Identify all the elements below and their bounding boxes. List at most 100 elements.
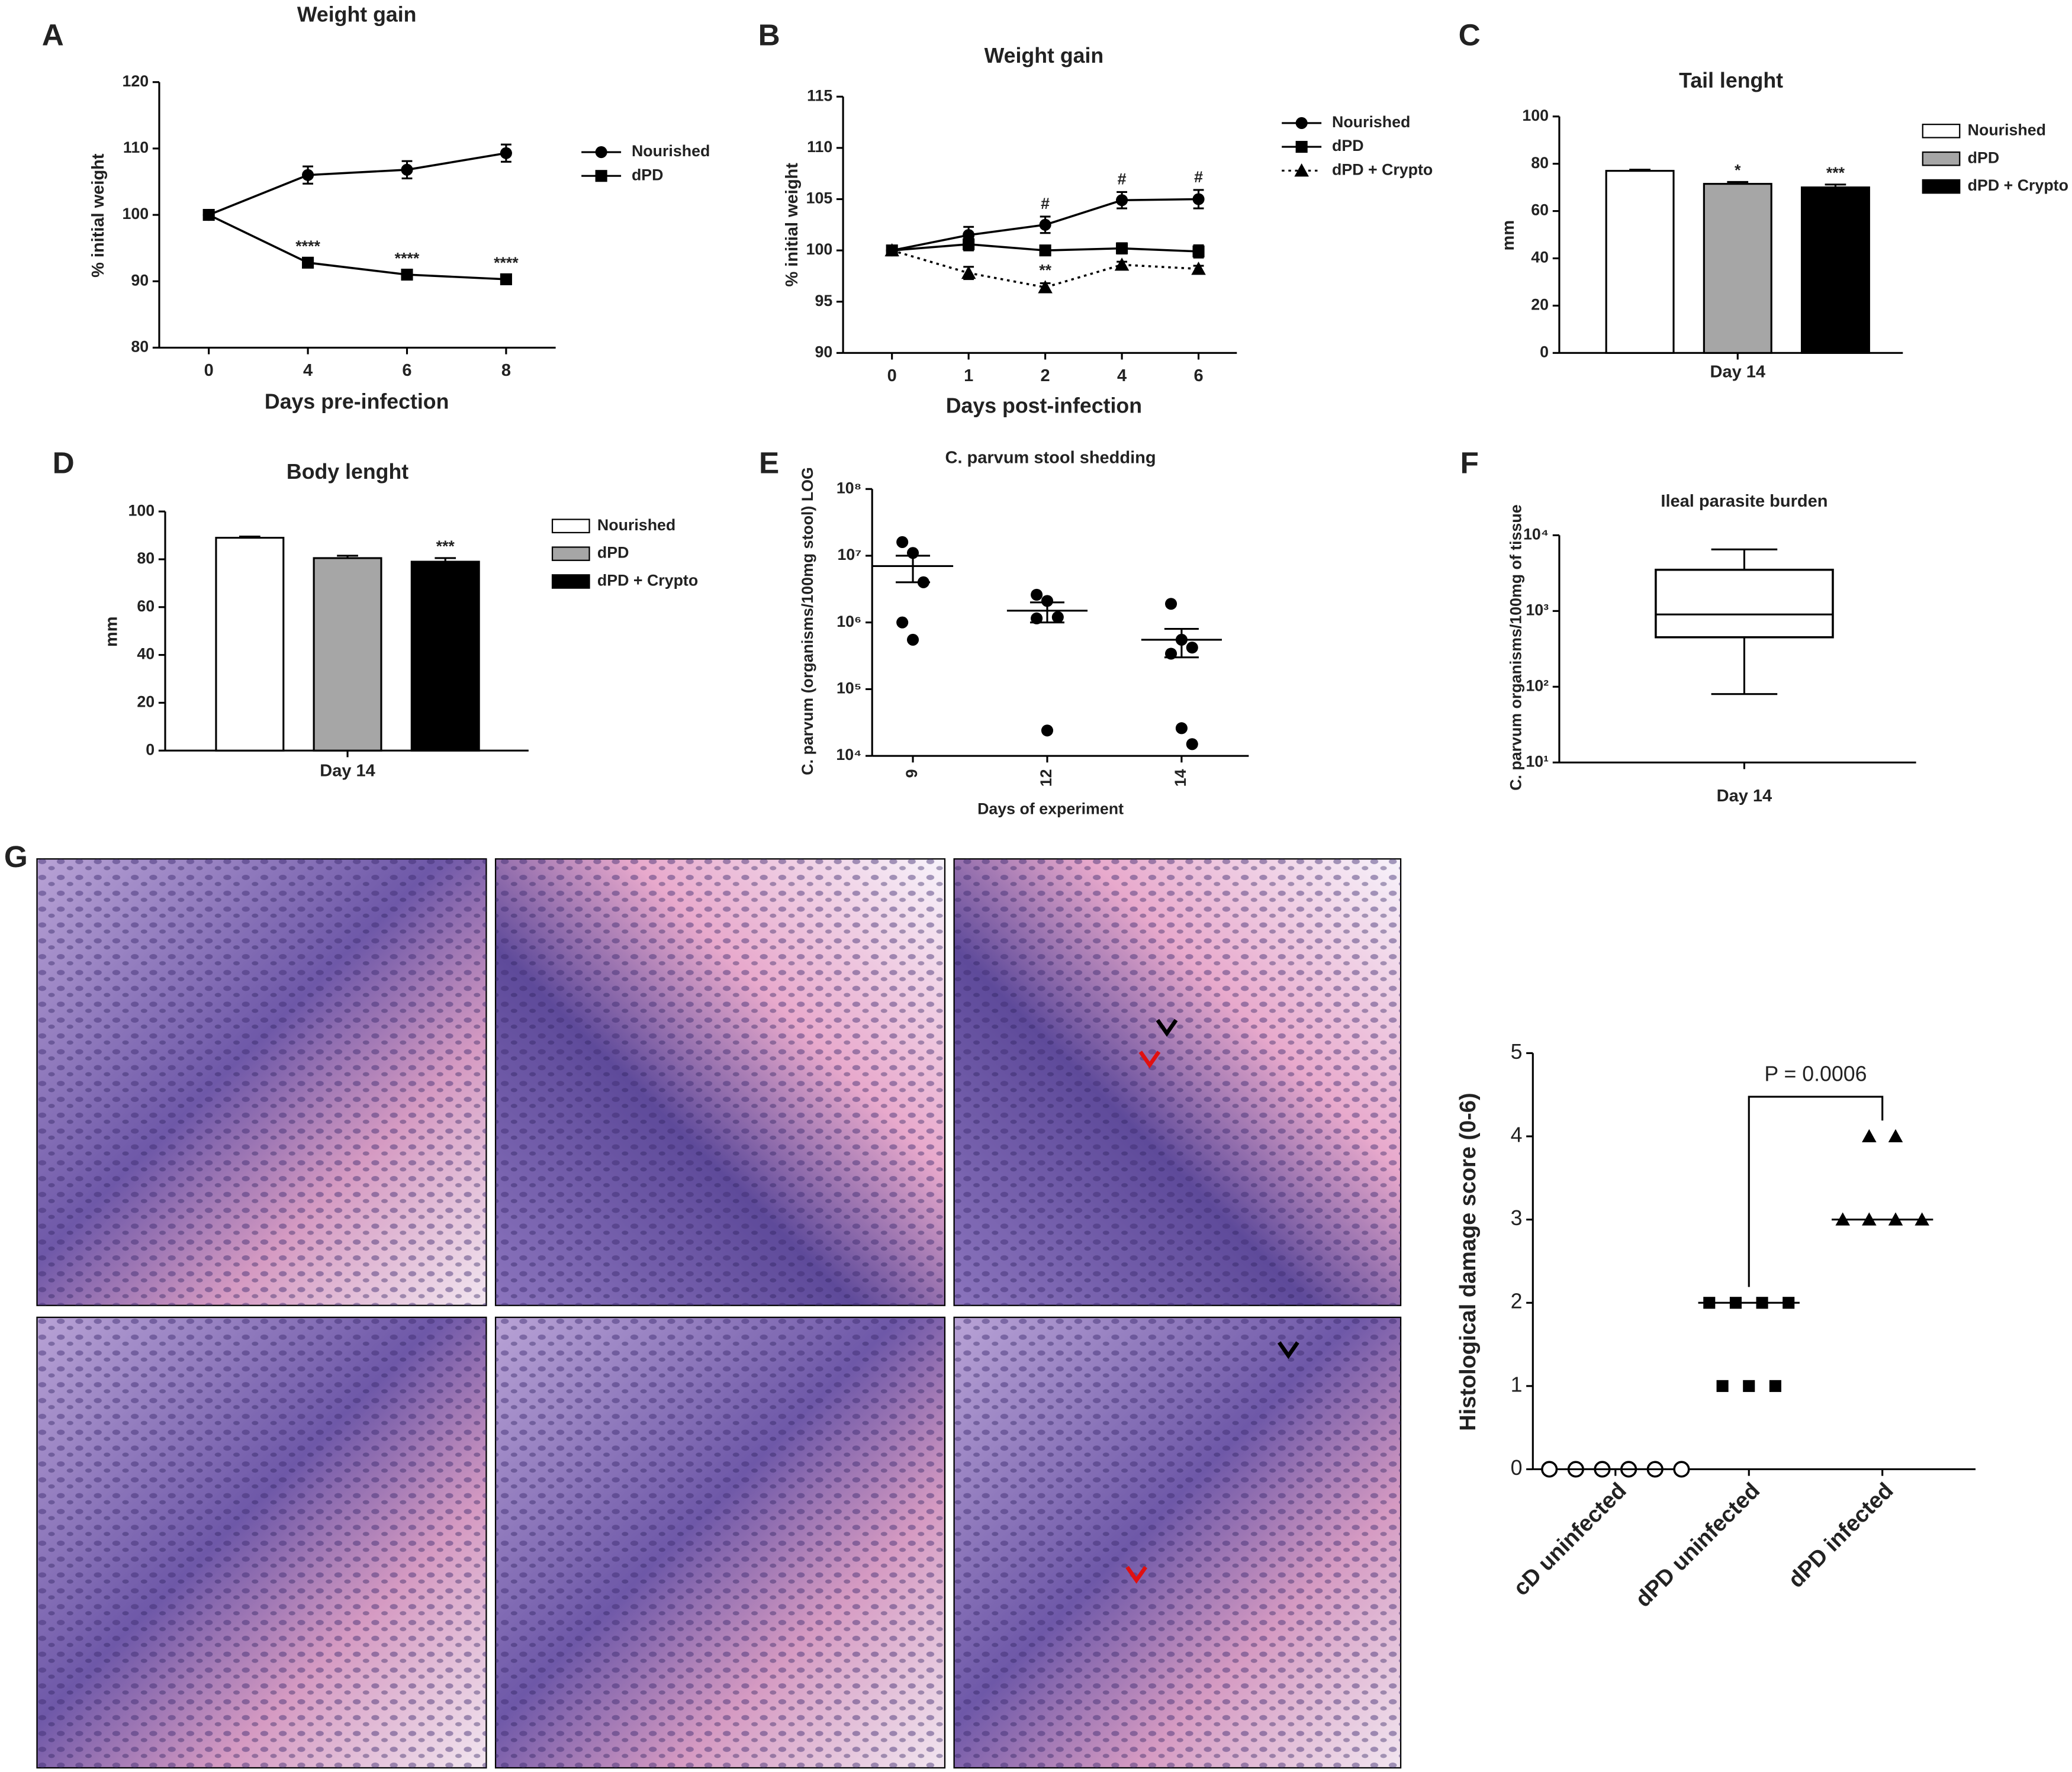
- arrowhead: [1277, 1341, 1299, 1359]
- y-tick-label: 105: [806, 189, 833, 207]
- bar: [1703, 183, 1772, 354]
- data-point: [896, 616, 909, 629]
- significance-label: ****: [295, 237, 320, 255]
- legend-marker: [1295, 141, 1308, 153]
- histology-texture: [496, 1317, 945, 1768]
- panel-letter: D: [53, 446, 75, 480]
- data-point: [963, 238, 975, 250]
- data-point: [1192, 193, 1205, 205]
- data-point: [896, 536, 909, 548]
- data-point: [500, 147, 512, 159]
- data-point: [302, 256, 314, 269]
- legend-label: dPD + Crypto: [597, 572, 698, 589]
- panel-letter: B: [758, 18, 780, 51]
- y-tick-label: 10⁶: [836, 613, 861, 630]
- y-tick-label: 100: [122, 205, 149, 223]
- y-tick-label: 20: [1531, 295, 1549, 313]
- data-point: [1041, 595, 1054, 607]
- y-tick-label: 90: [815, 343, 832, 360]
- x-tick-label: 12: [1037, 769, 1055, 787]
- y-tick-label: 10⁸: [836, 479, 861, 497]
- data-point: [961, 265, 976, 279]
- arrowhead: [1156, 1019, 1178, 1037]
- legend-label: dPD: [597, 544, 629, 562]
- legend-label: Nourished: [632, 142, 710, 160]
- significance-bracket: [1748, 1096, 1884, 1287]
- data-point: [906, 633, 919, 646]
- significance-label: ***: [436, 537, 455, 555]
- y-tick-label: 10⁷: [838, 546, 862, 563]
- x-tick-label: 14: [1172, 769, 1189, 787]
- y-tick-label: 40: [1531, 249, 1549, 266]
- y-axis-label: C. parvum organisms/100mg of tissue: [1507, 504, 1525, 790]
- chart-title: Weight gain: [984, 44, 1104, 67]
- data-point: [401, 268, 413, 281]
- data-point: [202, 209, 215, 221]
- y-tick-label: 80: [137, 549, 155, 567]
- legend-label: dPD: [1332, 137, 1364, 154]
- box: [1655, 568, 1834, 639]
- data-point: [1031, 588, 1043, 601]
- y-axis-label: Histological damage score (0-6): [1456, 1093, 1481, 1431]
- data-point: [1769, 1380, 1781, 1392]
- significance-label: #: [1194, 168, 1203, 186]
- data-point: [1716, 1380, 1729, 1392]
- y-tick-label: 20: [137, 692, 155, 710]
- y-tick-label: 5: [1511, 1040, 1523, 1064]
- y-tick-label: 40: [137, 645, 155, 663]
- data-point: [1039, 218, 1051, 231]
- data-point: [1192, 245, 1205, 257]
- y-tick-label: 120: [122, 72, 149, 90]
- legend-marker: [1295, 117, 1308, 129]
- series-line: [892, 249, 1199, 289]
- data-point: [1031, 612, 1043, 624]
- y-axis-label: mm: [102, 617, 121, 647]
- chart-title: Ileal parasite burden: [1661, 492, 1828, 511]
- y-tick-label: 10³: [1526, 601, 1549, 618]
- data-point: [1114, 257, 1130, 271]
- legend-label: Nourished: [1332, 113, 1410, 131]
- y-tick-label: 10⁴: [836, 746, 861, 763]
- data-point: [1862, 1129, 1877, 1143]
- y-tick-label: 2: [1511, 1290, 1523, 1313]
- x-axis-label: Days post-infection: [946, 394, 1142, 417]
- x-tick-label: dPD infected: [1784, 1478, 1899, 1593]
- y-tick-label: 90: [131, 271, 149, 289]
- x-tick-label: cD uninfected: [1509, 1478, 1632, 1600]
- y-tick-label: 95: [815, 292, 832, 310]
- y-tick-label: 3: [1511, 1206, 1523, 1230]
- x-tick-label: 4: [1117, 366, 1127, 385]
- legend-label: dPD + Crypto: [1968, 176, 2068, 194]
- y-axis-label: C. parvum (organisms/100mg stool) LOG: [799, 467, 816, 775]
- y-tick-label: 10⁴: [1523, 525, 1549, 543]
- bar: [313, 557, 382, 752]
- data-point: [1165, 598, 1177, 610]
- bar: [215, 537, 285, 752]
- y-tick-label: 0: [1540, 343, 1549, 360]
- panel-letter: E: [759, 446, 779, 480]
- legend-swatch: [551, 546, 590, 561]
- legend-label: Nourished: [1968, 121, 2046, 138]
- histology-images: [36, 858, 1402, 1769]
- y-tick-label: 10²: [1526, 676, 1549, 694]
- x-tick-label: 2: [1041, 366, 1050, 385]
- data-point: [1041, 724, 1054, 737]
- x-tick-label: Day 14: [320, 762, 375, 781]
- arrowhead: [1125, 1565, 1148, 1584]
- data-point: [1175, 722, 1188, 734]
- legend-swatch: [1922, 124, 1961, 138]
- data-point: [1673, 1461, 1690, 1478]
- data-point: [1186, 642, 1198, 654]
- y-tick-label: 10⁵: [836, 679, 861, 697]
- significance-label: #: [1118, 170, 1127, 188]
- y-tick-label: 100: [1522, 107, 1549, 124]
- y-tick-label: 10¹: [1526, 752, 1549, 770]
- chart-title: Body lenght: [287, 460, 408, 484]
- y-tick-label: 0: [1511, 1456, 1523, 1480]
- histology-texture: [37, 859, 487, 1306]
- histology-texture: [37, 1317, 487, 1768]
- y-tick-label: 80: [1531, 154, 1549, 172]
- y-axis-label: mm: [1499, 220, 1518, 251]
